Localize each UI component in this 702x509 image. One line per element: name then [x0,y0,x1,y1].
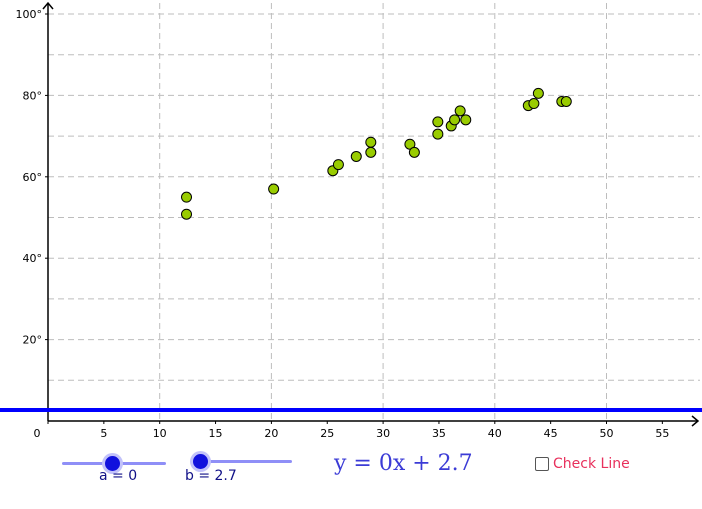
data-point [181,191,193,203]
tick-labels: 0 5 10 15 20 25 30 35 40 45 50 55 20° 40° 60° 80° 100° [16,8,670,440]
y-tick-label: 100° [16,8,43,21]
slider-b-handle[interactable] [193,454,208,469]
data-point [532,87,544,99]
data-point [332,159,344,171]
axes [42,1,700,427]
data-point [365,136,377,148]
x-tick-label: 10 [153,427,167,440]
y-tick-label: 40° [23,252,43,265]
scatter-chart: 0 5 10 15 20 25 30 35 40 45 50 55 20° 40° 60° 80° 100° [0,1,702,440]
y-axis-arrow [42,1,54,10]
data-point [460,114,472,126]
controls-panel: a = 0 b = 2.7 y = 0x + 2.7 Check Line [0,440,702,509]
x-axis-arrow [691,415,700,427]
x-tick-label: 5 [100,427,107,440]
x-tick-label: 45 [544,427,558,440]
y-tick-label: 80° [23,89,43,102]
data-point [528,98,540,110]
grid-lines [48,3,700,421]
slider-a-label: a = 0 [99,468,138,484]
x-tick-label: 50 [600,427,614,440]
check-line-checkbox[interactable] [535,457,549,471]
data-point [560,96,572,108]
x-tick-label: 25 [320,427,334,440]
slider-b-track[interactable] [190,460,292,463]
check-line-label[interactable]: Check Line [553,456,630,472]
y-tick-label: 20° [23,334,43,347]
data-point [268,183,280,195]
data-point [365,146,377,158]
x-tick-label: 15 [209,427,223,440]
x-tick-label: 20 [264,427,278,440]
data-point [432,128,444,140]
data-points [181,87,572,220]
slider-a[interactable] [62,454,166,474]
data-point [408,146,420,158]
x-tick-label: 35 [432,427,446,440]
slider-a-handle[interactable] [105,456,120,471]
y-tick-label: 60° [23,171,43,184]
data-point [350,150,362,162]
data-point [181,208,193,220]
x-tick-label: 55 [655,427,669,440]
x-tick-label: 40 [488,427,502,440]
data-point [432,116,444,128]
slider-b-label: b = 2.7 [185,468,237,484]
data-point [454,105,466,117]
data-point [449,114,461,126]
check-line-toggle[interactable]: Check Line [535,456,630,472]
x-tick-label: 30 [376,427,390,440]
slider-b[interactable] [190,452,292,472]
line-equation: y = 0x + 2.7 [334,451,473,476]
x-tick-label: 0 [34,427,41,440]
